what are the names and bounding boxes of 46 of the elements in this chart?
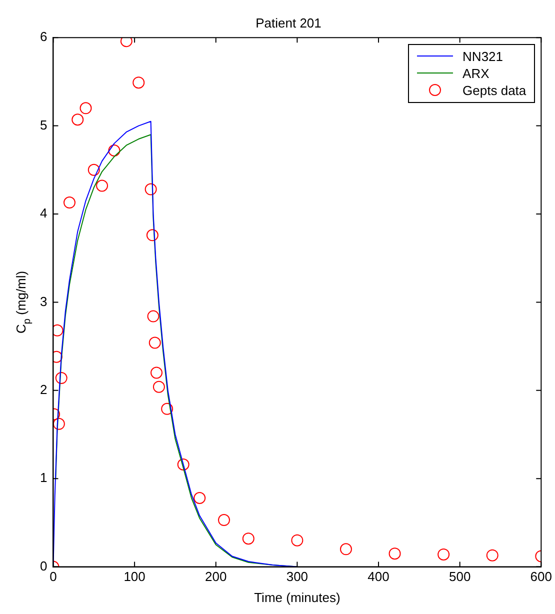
point <box>132 76 145 89</box>
point <box>438 548 450 560</box>
point <box>194 492 206 504</box>
y-tick-label: 4 <box>40 206 48 221</box>
legend-label: Gepts data <box>462 82 526 98</box>
y-tick-label: 3 <box>40 294 48 309</box>
y-tick-label: 6 <box>40 29 48 44</box>
point <box>108 144 120 156</box>
point <box>63 196 76 209</box>
point <box>146 229 158 242</box>
point <box>388 548 401 560</box>
point <box>147 310 160 322</box>
point <box>161 402 174 415</box>
x-tick-label: 400 <box>368 569 390 584</box>
y-axis-title: Cp (mg/ml) <box>14 270 33 334</box>
point <box>144 183 157 196</box>
y-tick-label: 0 <box>40 558 48 574</box>
point <box>486 549 498 562</box>
point <box>218 514 230 526</box>
point <box>340 543 352 556</box>
x-tick-label: 200 <box>205 569 227 584</box>
point <box>88 164 100 176</box>
y-tick-label: 5 <box>40 117 48 132</box>
x-tick-label: 100 <box>124 569 146 584</box>
point <box>72 114 84 126</box>
x-tick-label: 600 <box>530 569 552 584</box>
y-tick-label: 2 <box>40 382 48 397</box>
point <box>291 534 304 546</box>
legend-label: ARX <box>462 66 490 81</box>
y-tick-label: 1 <box>40 470 48 486</box>
point <box>96 180 108 192</box>
point <box>55 372 68 384</box>
point <box>152 380 165 393</box>
x-tick-label: 500 <box>448 569 471 584</box>
point <box>120 38 132 48</box>
point <box>177 458 190 470</box>
x-axis-title: Time (minutes) <box>254 590 340 605</box>
legend-label: NN321 <box>462 48 504 64</box>
point <box>150 366 163 379</box>
point <box>80 102 92 114</box>
chart-title: Patient 201 <box>256 15 322 30</box>
point <box>148 336 161 349</box>
point <box>242 532 254 545</box>
x-tick-label: 300 <box>286 569 308 584</box>
point <box>53 418 65 430</box>
x-tick-label: 0 <box>50 569 57 584</box>
